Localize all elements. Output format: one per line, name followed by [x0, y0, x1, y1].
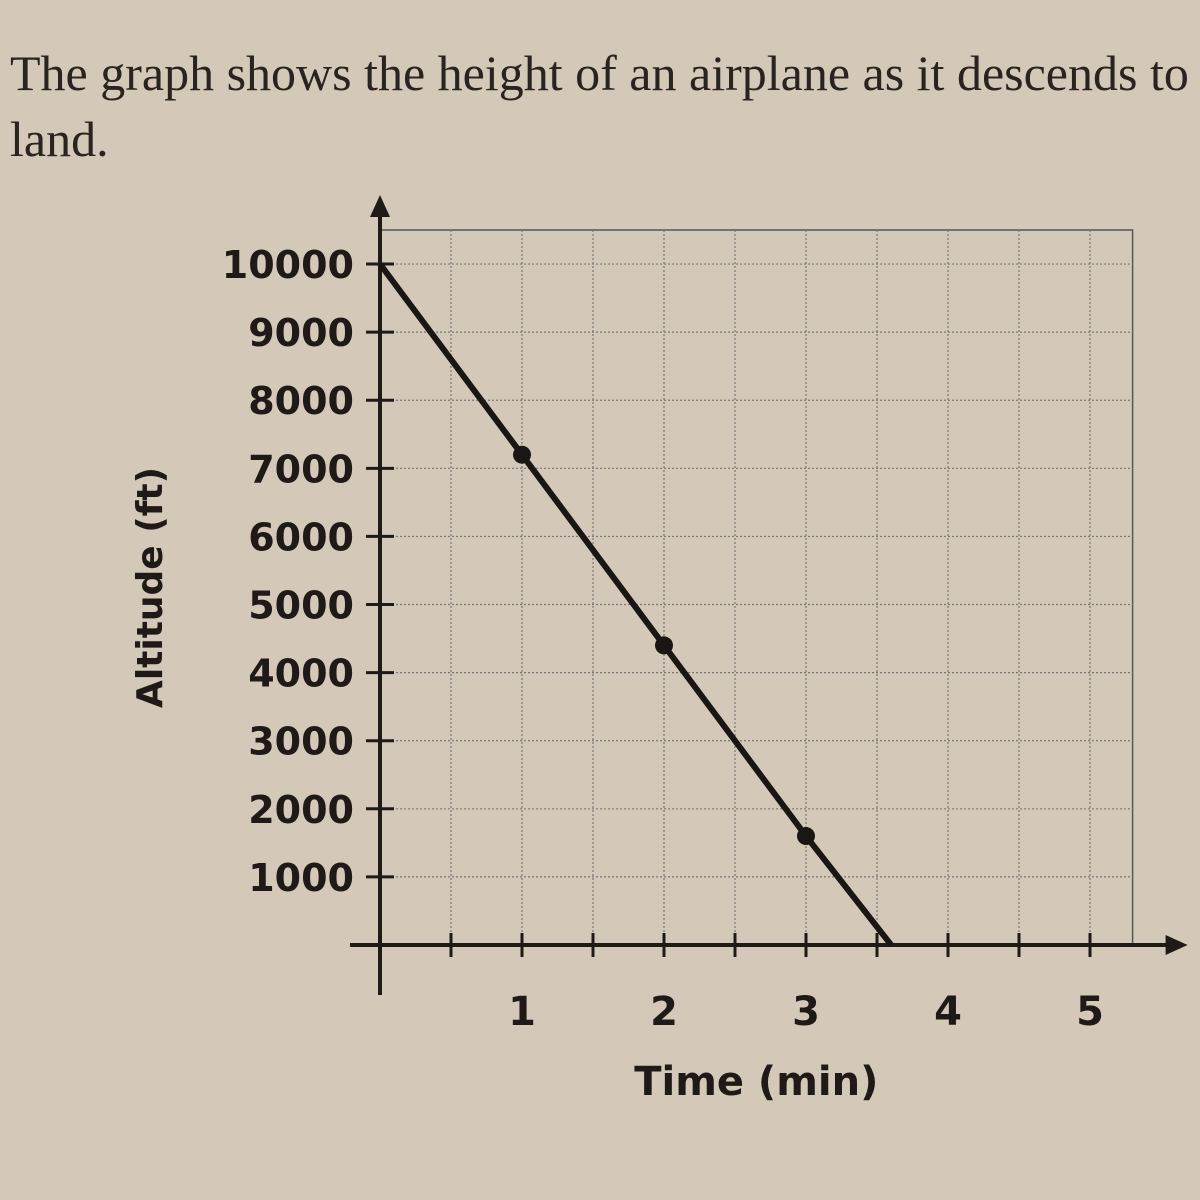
y-axis-arrow — [370, 195, 390, 217]
x-tick-label: 2 — [650, 989, 678, 1035]
y-tick-label: 10000 — [222, 243, 354, 287]
y-tick-label: 4000 — [248, 652, 354, 696]
y-axis-title: Altitude (ft) — [130, 467, 171, 708]
x-axis-title: Time (min) — [634, 1059, 878, 1105]
data-point — [513, 445, 531, 464]
x-tick-label: 5 — [1076, 989, 1104, 1035]
data-point — [797, 827, 815, 846]
x-tick-label: 1 — [508, 989, 536, 1035]
y-tick-label: 8000 — [248, 379, 354, 423]
y-tick-label: 5000 — [248, 584, 354, 628]
question-text: The graph shows the height of an airplan… — [10, 45, 1189, 167]
y-tick-label: 7000 — [248, 447, 354, 491]
y-tick-label: 9000 — [248, 311, 354, 355]
x-tick-label: 3 — [792, 989, 820, 1035]
y-tick-label: 1000 — [248, 856, 354, 900]
question-box: The graph shows the height of an airplan… — [10, 45, 1189, 167]
plot: 1 2 3 4 5 1000 2000 3000 4000 5000 6000 7000 8000 900… — [130, 195, 1188, 1105]
y-tick-label: 6000 — [248, 515, 354, 559]
x-axis-arrow — [1165, 935, 1188, 955]
data-point — [655, 636, 673, 655]
y-tick-label: 2000 — [248, 788, 354, 832]
x-tick-label: 4 — [934, 989, 962, 1035]
y-tick-label: 3000 — [248, 720, 354, 764]
